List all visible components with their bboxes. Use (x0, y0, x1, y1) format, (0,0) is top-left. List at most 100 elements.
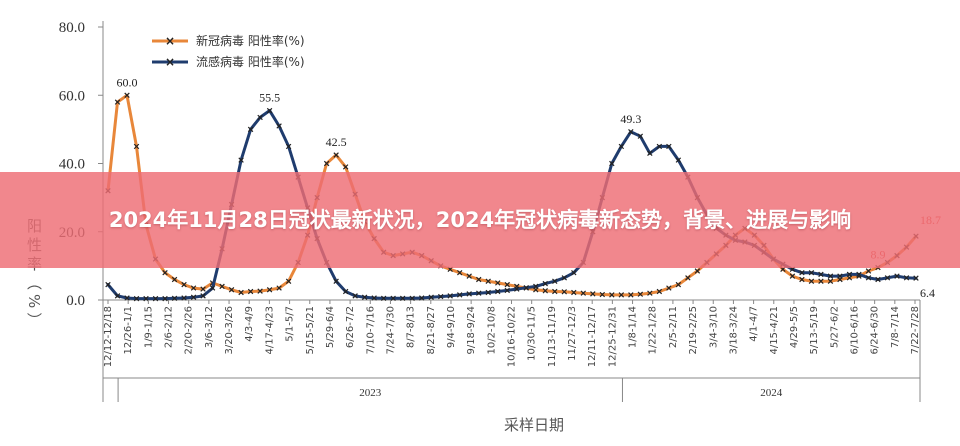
x-tick-label: 11/13-11/19 (547, 306, 558, 367)
x-tick-label: 10/16-10/22 (507, 306, 518, 367)
x-axis-title: 采样日期 (504, 416, 564, 434)
x-tick-label: 6/26-7/2 (345, 306, 356, 348)
data-point (257, 288, 263, 294)
x-tick-label: 7/22-7/28 (910, 306, 921, 355)
data-point (856, 271, 862, 278)
data-point (552, 278, 558, 284)
data-point (285, 143, 292, 150)
x-tick-label: 5/15-5/21 (305, 306, 316, 355)
data-point (228, 287, 235, 293)
year-label: 2023 (359, 387, 382, 399)
data-point (865, 275, 872, 281)
data-point (666, 143, 672, 150)
data-point (238, 157, 244, 163)
data-point (190, 294, 197, 300)
legend-flu-marker: × (165, 55, 175, 69)
x-tick-labels: 12/12-12/18 12/26-1/1 1/9-1/15 2/6-2/12 2/20… (103, 300, 921, 367)
data-point (133, 143, 140, 150)
x-tick-label: 2/20-2/26 (184, 306, 195, 355)
data-point (285, 278, 292, 284)
data-point (799, 276, 805, 283)
data-point (818, 271, 824, 278)
data-point (533, 283, 539, 290)
data-point (495, 280, 501, 286)
data-point (181, 295, 187, 301)
data-point (789, 273, 796, 279)
data-point (618, 143, 625, 150)
data-point (656, 143, 663, 150)
data-point (257, 114, 263, 121)
x-tick-label: 12/11-12/17 (587, 306, 598, 367)
data-point (865, 268, 872, 274)
data-point (124, 92, 130, 98)
x-tick-label: 9/4-9/10 (446, 306, 457, 348)
peak-label: 60.0 (117, 75, 138, 89)
data-point (390, 295, 396, 302)
data-point (884, 275, 891, 281)
data-point (219, 283, 225, 290)
x-tick-label: 2/19-2/25 (688, 306, 699, 355)
data-point (818, 278, 824, 284)
x-tick-label: 3/6-3/12 (204, 306, 215, 348)
data-point (437, 293, 444, 300)
y-tick-label: 80.0 (59, 20, 85, 36)
data-point (333, 152, 339, 158)
peak-label: 6.4 (920, 286, 935, 300)
data-point (571, 289, 577, 296)
data-point (476, 276, 482, 283)
headline-title: 2024年11月28日冠状最新状况，2024年冠状病毒新态势，背景、进展与影响 (108, 208, 852, 232)
x-tick-label: 7/24-7/30 (385, 306, 396, 355)
x-tick-label: 3/20-3/26 (224, 306, 235, 355)
data-point (333, 278, 339, 284)
x-tick-label: 8/7-8/13 (406, 306, 417, 348)
x-tick-label: 7/10-7/16 (365, 306, 376, 355)
x-tick-label: 4/15-4/21 (769, 306, 780, 355)
headline-banner: 2024年11月28日冠状最新状况，2024年冠状病毒新态势，背景、进展与影响 (0, 172, 960, 268)
x-tick-label: 5/13-5/19 (809, 306, 820, 355)
data-point (561, 275, 568, 281)
data-point (200, 293, 206, 299)
y-tick-label: 60.0 (59, 88, 85, 104)
y-tick-label: 40.0 (59, 157, 85, 173)
data-point (200, 286, 206, 292)
data-point (133, 295, 140, 302)
data-point (552, 288, 558, 295)
x-tick-label: 1/8-1/14 (628, 306, 639, 348)
data-point (894, 273, 900, 279)
data-point (476, 290, 482, 296)
x-tick-label: 5/1-5/7 (285, 306, 296, 342)
data-point (808, 269, 815, 276)
data-point (485, 278, 491, 284)
data-point (837, 273, 843, 279)
data-point (903, 275, 910, 281)
data-point (266, 287, 273, 293)
x-tick-label: 10/2-10/8 (486, 306, 497, 355)
data-point (209, 285, 216, 291)
data-point (399, 295, 406, 302)
data-point (504, 281, 510, 288)
year-label: 2024 (760, 387, 783, 399)
data-point (637, 133, 644, 139)
x-tick-label: 2/5-2/11 (668, 306, 679, 348)
data-point (694, 268, 701, 274)
data-point (181, 281, 187, 288)
legend-covid-label: 新冠病毒 阳性率(%) (196, 33, 305, 48)
data-point (352, 293, 358, 299)
x-tick-label: 3/18-3/24 (728, 306, 739, 355)
data-point (238, 289, 244, 296)
data-point (342, 288, 349, 295)
data-point (913, 275, 919, 281)
data-point (418, 295, 425, 301)
x-tick-label: 3/4-3/10 (708, 306, 719, 348)
x-tick-label: 4/1-4/7 (749, 306, 760, 342)
data-point (666, 285, 672, 291)
data-point (799, 269, 805, 276)
x-tick-label: 6/24-6/30 (870, 306, 881, 355)
x-tick-label: 1/22-1/28 (648, 306, 659, 355)
data-point (361, 294, 368, 300)
x-tick-label: 5/29-6/4 (325, 306, 336, 348)
data-point (380, 295, 387, 302)
data-point (124, 295, 130, 301)
data-point (247, 288, 254, 295)
data-point (647, 290, 653, 296)
